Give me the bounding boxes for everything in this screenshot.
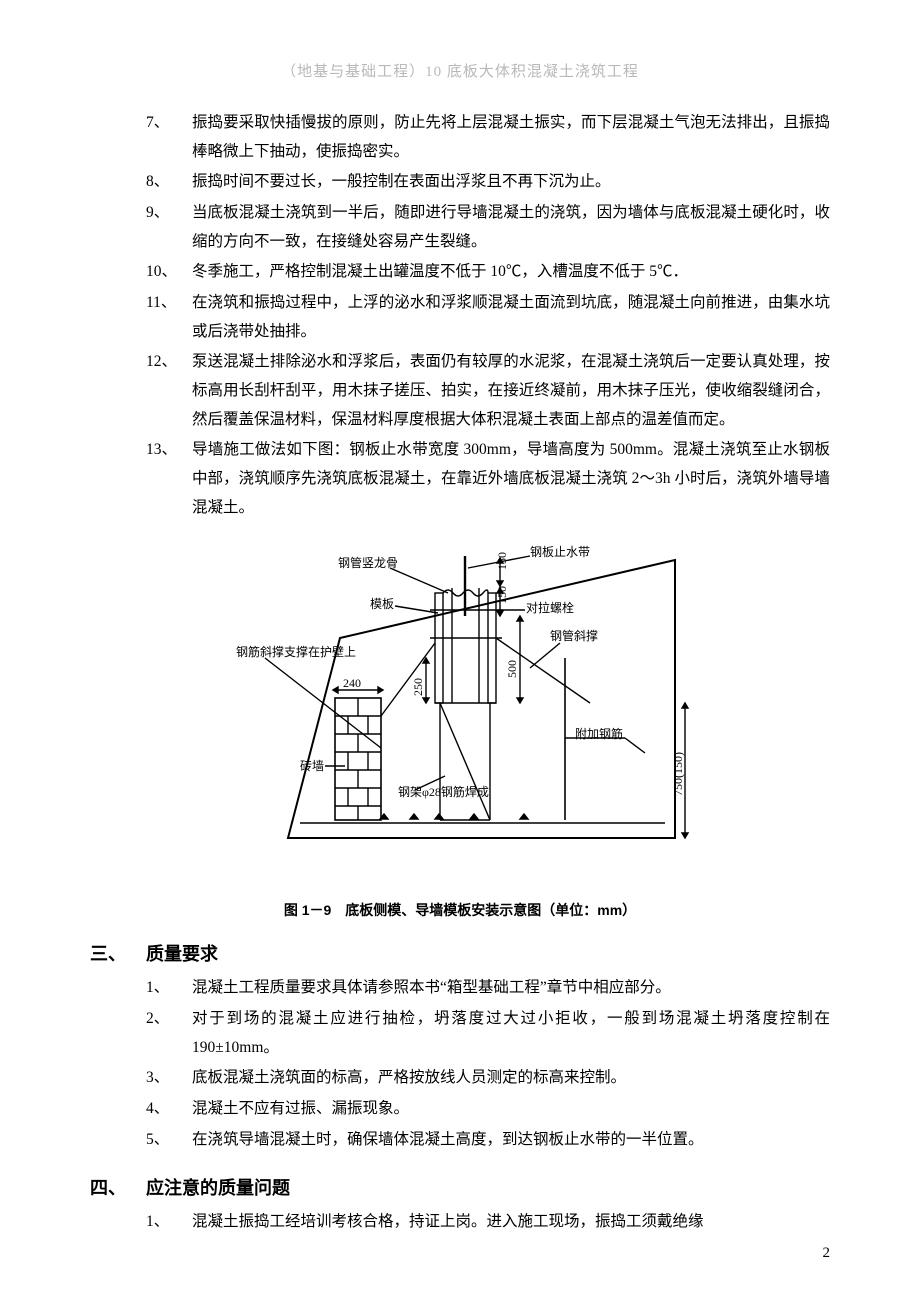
list-body: 当底板混凝土浇筑到一半后，随即进行导墙混凝土的浇筑，因为墙体与底板混凝土硬化时，… [192,199,830,256]
upper-list: 7、 振捣要采取快插慢拔的原则，防止先将上层混凝土振实，而下层混凝土气泡无法排出… [146,109,830,522]
lbl-i: 附加钢筋 [575,726,623,741]
list-body: 振捣时间不要过长，一般控制在表面出浮浆且不再下沉为止。 [192,168,830,197]
list-body: 混凝土不应有过振、漏振现象。 [192,1095,830,1124]
list-num: 9、 [146,199,192,256]
lbl-e: 钢筋斜撑支撑在护壁上 [236,644,356,659]
section-4-list: 1、 混凝土振捣工经培训考核合格，持证上岗。进入施工现场，振捣工须戴绝缘 [146,1208,830,1237]
list-num: 13、 [146,436,192,522]
section-3-num: 三、 [90,940,146,966]
lbl-d: 对拉螺栓 [526,600,574,615]
list-body: 底板混凝土浇筑面的标高，严格按放线人员测定的标高来控制。 [192,1064,830,1093]
list-num: 7、 [146,109,192,166]
list-num: 3、 [146,1064,192,1093]
figure-caption: 图 1－9 底板侧模、导墙模板安装示意图（单位：mm） [90,900,830,920]
list-num: 4、 [146,1095,192,1124]
list-item: 12、 泵送混凝土排除泌水和浮浆后，表面仍有较厚的水泥浆，在混凝土浇筑后一定要认… [146,348,830,434]
list-item: 1、 混凝土工程质量要求具体请参照本书“箱型基础工程”章节中相应部分。 [146,974,830,1003]
list-num: 1、 [146,974,192,1003]
page: （地基与基础工程）10 底板大体积混凝土浇筑工程 7、 振捣要采取快插慢拔的原则… [0,0,920,1302]
list-body: 泵送混凝土排除泌水和浮浆后，表面仍有较厚的水泥浆，在混凝土浇筑后一定要认真处理，… [192,348,830,434]
dim-500: 500 [505,660,519,678]
section-4-title: 应注意的质量问题 [146,1174,290,1200]
section-3-list: 1、 混凝土工程质量要求具体请参照本书“箱型基础工程”章节中相应部分。 2、 对… [146,974,830,1154]
list-item: 7、 振捣要采取快插慢拔的原则，防止先将上层混凝土振实，而下层混凝土气泡无法排出… [146,109,830,166]
section-4-head: 四、 应注意的质量问题 [90,1174,830,1200]
lbl-c: 模板 [370,597,394,611]
lbl-b: 钢板止水带 [530,545,590,559]
list-num: 11、 [146,289,192,346]
list-body: 冬季施工，严格控制混凝土出罐温度不低于 10℃，入槽温度不低于 5℃． [192,258,830,287]
lbl-g: 砖墙 [300,758,324,773]
list-body: 混凝土振捣工经培训考核合格，持证上岗。进入施工现场，振捣工须戴绝缘 [192,1208,830,1237]
list-num: 5、 [146,1126,192,1155]
dim-240: 240 [343,676,361,690]
list-item: 13、 导墙施工做法如下图：钢板止水带宽度 300mm，导墙高度为 500mm。… [146,436,830,522]
list-num: 1、 [146,1208,192,1237]
dim-150b: 150 [495,586,509,604]
figure-svg: 240 150 150 [230,538,690,883]
lbl-h: 钢架φ28钢筋焊成 [398,784,489,799]
section-3-title: 质量要求 [146,940,218,966]
list-body: 在浇筑和振捣过程中，上浮的泌水和浮浆顺混凝土面流到坑底，随混凝土向前推进，由集水… [192,289,830,346]
section-3-head: 三、 质量要求 [90,940,830,966]
list-item: 4、 混凝土不应有过振、漏振现象。 [146,1095,830,1124]
list-body: 在浇筑导墙混凝土时，确保墙体混凝土高度，到达钢板止水带的一半位置。 [192,1126,830,1155]
list-item: 5、 在浇筑导墙混凝土时，确保墙体混凝土高度，到达钢板止水带的一半位置。 [146,1126,830,1155]
list-item: 1、 混凝土振捣工经培训考核合格，持证上岗。进入施工现场，振捣工须戴绝缘 [146,1208,830,1237]
list-body: 导墙施工做法如下图：钢板止水带宽度 300mm，导墙高度为 500mm。混凝土浇… [192,436,830,522]
list-item: 3、 底板混凝土浇筑面的标高，严格按放线人员测定的标高来控制。 [146,1064,830,1093]
list-num: 8、 [146,168,192,197]
list-item: 10、 冬季施工，严格控制混凝土出罐温度不低于 10℃，入槽温度不低于 5℃． [146,258,830,287]
list-num: 12、 [146,348,192,434]
page-number: 2 [823,1245,831,1262]
list-body: 振捣要采取快插慢拔的原则，防止先将上层混凝土振实，而下层混凝土气泡无法排出，且振… [192,109,830,166]
list-num: 2、 [146,1005,192,1062]
lbl-a: 钢管竖龙骨 [338,555,398,570]
list-item: 2、 对于到场的混凝土应进行抽检，坍落度过大过小拒收，一般到场混凝土坍落度控制在… [146,1005,830,1062]
list-body: 混凝土工程质量要求具体请参照本书“箱型基础工程”章节中相应部分。 [192,974,830,1003]
figure: 240 150 150 [90,538,830,920]
list-item: 8、 振捣时间不要过长，一般控制在表面出浮浆且不再下沉为止。 [146,168,830,197]
list-body: 对于到场的混凝土应进行抽检，坍落度过大过小拒收，一般到场混凝土坍落度控制在190… [192,1005,830,1062]
lbl-f: 钢管斜撑 [550,628,598,643]
list-item: 9、 当底板混凝土浇筑到一半后，随即进行导墙混凝土的浇筑，因为墙体与底板混凝土硬… [146,199,830,256]
dim-750: 750(150) [671,752,685,796]
page-header: （地基与基础工程）10 底板大体积混凝土浇筑工程 [90,60,830,81]
dim-250: 250 [411,678,425,696]
list-num: 10、 [146,258,192,287]
list-item: 11、 在浇筑和振捣过程中，上浮的泌水和浮浆顺混凝土面流到坑底，随混凝土向前推进… [146,289,830,346]
section-4-num: 四、 [90,1174,146,1200]
